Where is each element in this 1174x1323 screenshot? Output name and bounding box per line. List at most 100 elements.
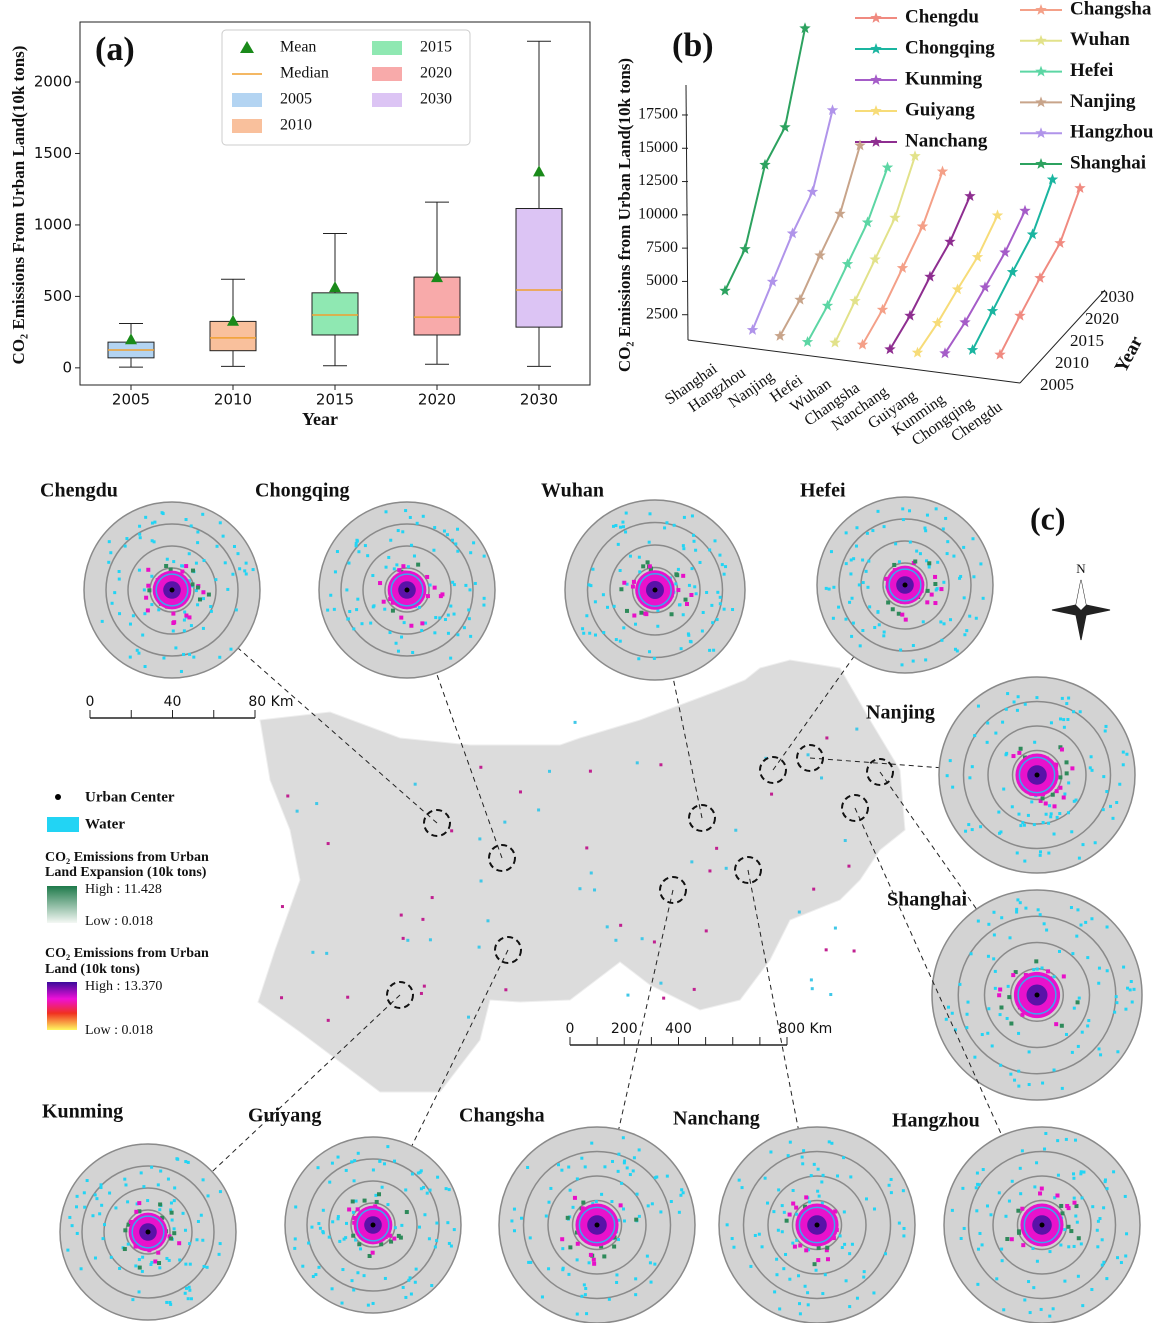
legend-label: Water (85, 816, 125, 832)
legend-dot (55, 794, 61, 800)
inset-pixel (344, 1236, 347, 1239)
inset-pixel (548, 1201, 551, 1204)
inset-pixel (925, 600, 929, 604)
inset-pixel (615, 1281, 618, 1284)
inset-pixel (858, 583, 861, 586)
inset-pixel (353, 1179, 356, 1182)
inset-pixel (397, 529, 400, 532)
series-marker (1007, 266, 1018, 277)
inset-pixel (775, 1258, 778, 1261)
map-pixel (659, 982, 662, 985)
map-pixel (402, 937, 405, 940)
legend-swatch (372, 41, 402, 55)
inset-pixel (410, 1293, 413, 1296)
inset-pixel (1058, 786, 1062, 790)
inset-pixel (933, 601, 937, 605)
inset-pixel (576, 1177, 579, 1180)
inset-pixel (620, 1182, 623, 1185)
inset-pixel (94, 1257, 97, 1260)
inset-pixel (685, 602, 689, 606)
inset-pixel (331, 1287, 334, 1290)
inset-pixel (1006, 1017, 1009, 1020)
inset-pixel (693, 540, 696, 543)
inset-pixel (200, 1214, 203, 1217)
inset-pixel (845, 531, 848, 534)
inset-pixel (183, 619, 186, 622)
inset-pixel (1101, 1238, 1104, 1241)
inset-pixel (356, 598, 359, 601)
scale-label: 40 (164, 694, 182, 710)
inset-pixel (1062, 718, 1065, 721)
inset-pixel (1081, 1304, 1084, 1307)
legend-label: Chongqing (905, 37, 995, 58)
inset-pixel (576, 1242, 580, 1246)
inset-pixel (198, 597, 202, 601)
inset-pixel (404, 1296, 407, 1299)
inset-pixel (999, 1064, 1002, 1067)
inset-pixel (978, 1232, 981, 1235)
inset-pixel (1032, 1286, 1035, 1289)
inset-pixel (114, 1206, 117, 1209)
inset-pixel (638, 556, 641, 559)
series-marker (822, 300, 833, 311)
inset-pixel (206, 1266, 209, 1269)
inset-pixel (766, 1202, 769, 1205)
inset-pixel (712, 649, 715, 652)
inset-pixel (1031, 1247, 1034, 1250)
inset-pixel (1106, 1187, 1109, 1190)
map-pixel (690, 860, 693, 863)
inset-pixel (355, 608, 358, 611)
legend-marker (870, 74, 881, 85)
inset-pixel (293, 1247, 296, 1250)
inset-pixel (973, 1056, 976, 1059)
inset-pixel (141, 634, 144, 637)
inset-pixel (719, 596, 722, 599)
inset-pixel (409, 624, 413, 628)
map-pixel (807, 753, 810, 756)
inset-pixel (420, 1169, 423, 1172)
inset-pixel (591, 568, 594, 571)
inset-pixel (883, 631, 886, 634)
inset-pixel (1024, 703, 1027, 706)
inset-pixel (1098, 967, 1101, 970)
inset-pixel (798, 1302, 801, 1305)
inset-pixel (118, 1267, 121, 1270)
inset-pixel (407, 1279, 410, 1282)
map-pixel (590, 871, 593, 874)
inset-pixel (798, 1243, 802, 1247)
inset-pixel (243, 569, 246, 572)
inset-pixel (1016, 898, 1019, 901)
inset-pixel (1028, 1083, 1031, 1086)
inset-pixel (190, 1297, 193, 1300)
inset-pixel (134, 1210, 138, 1214)
inset-pixel (1074, 1139, 1077, 1142)
inset-pixel (366, 554, 369, 557)
inset-pixel (433, 631, 436, 634)
map-pixel (825, 736, 828, 739)
inset-pixel (202, 627, 205, 630)
series-line (780, 146, 860, 336)
inset-pixel (173, 1186, 176, 1189)
inset-pixel (433, 586, 437, 590)
map-pixel (847, 865, 850, 868)
inset-pixel (970, 952, 973, 955)
inset-pixel (617, 1153, 620, 1156)
inset-pixel (902, 518, 905, 521)
inset-pixel (594, 600, 597, 603)
inset-pixel (975, 1209, 978, 1212)
inset-pixel (1048, 804, 1051, 807)
inset-pixel (188, 1242, 191, 1245)
inset-pixel (892, 563, 896, 567)
z-axis (686, 85, 688, 340)
z-tick-label: 5000 (646, 272, 678, 289)
inset-pixel (381, 1186, 384, 1189)
legend-label: Low : 0.018 (85, 914, 153, 929)
inset-pixel (783, 1211, 786, 1214)
inset-pixel (772, 1210, 775, 1213)
inset-pixel (1004, 1215, 1007, 1218)
inset-pixel (693, 585, 696, 588)
map-pixel (619, 924, 622, 927)
inset-pixel (111, 602, 114, 605)
inset-pixel (603, 1165, 606, 1168)
inset-pixel (415, 1268, 418, 1271)
